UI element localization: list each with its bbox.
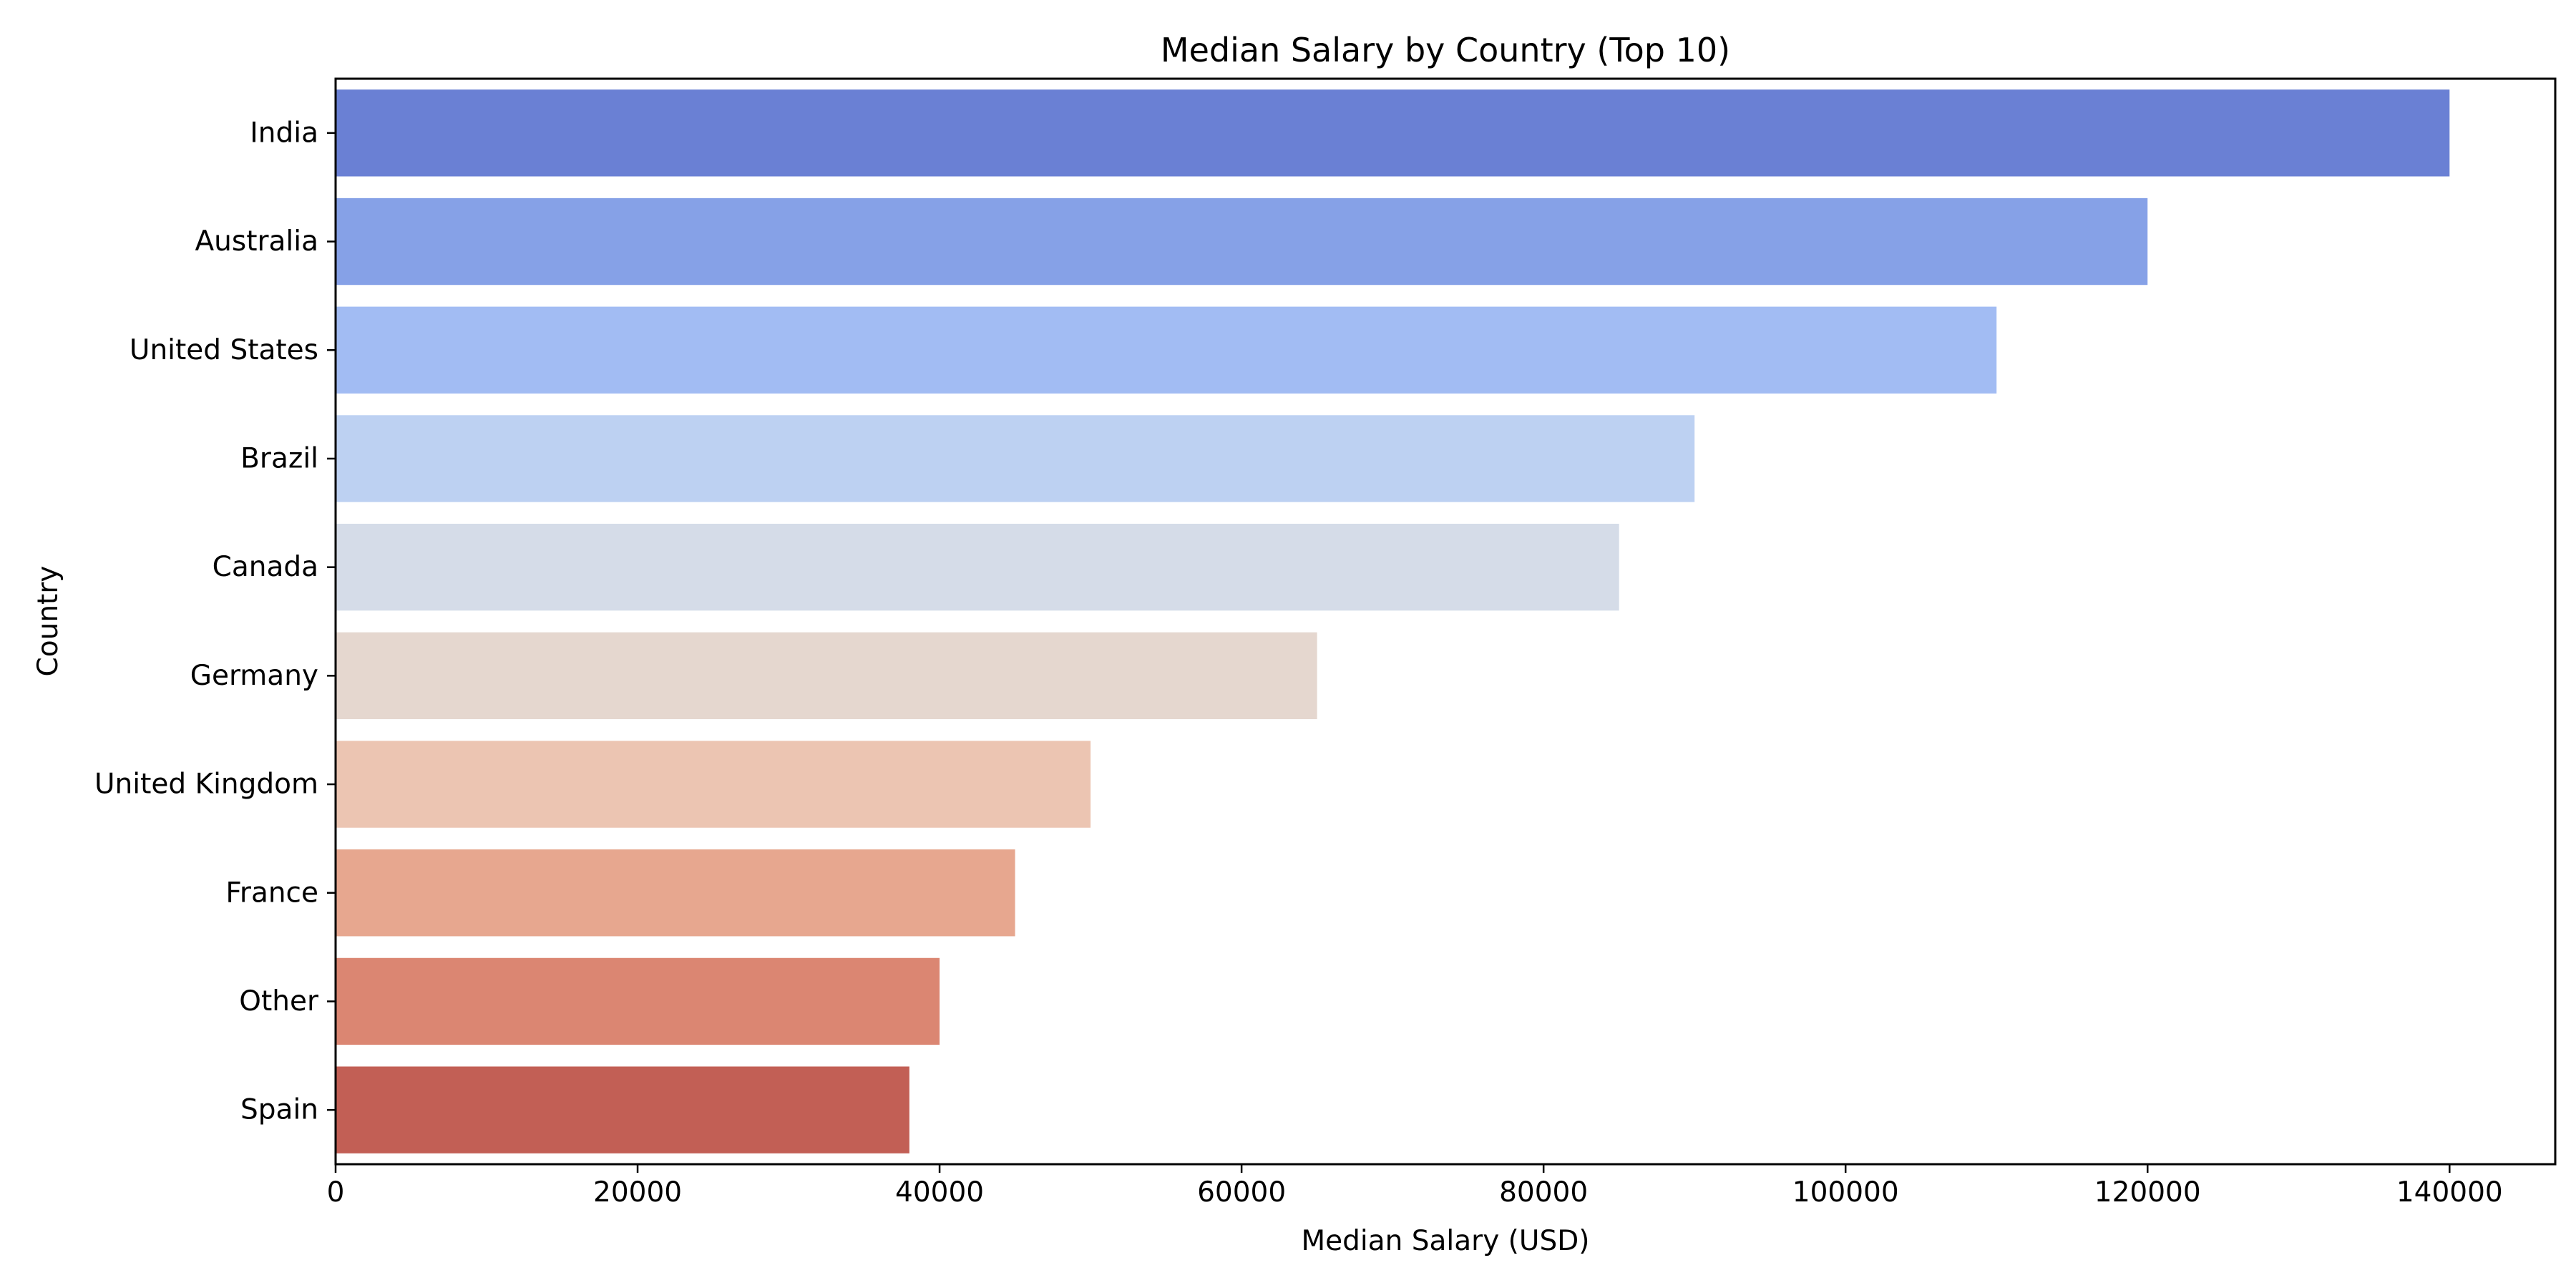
y-tick-label: United Kingdom (94, 769, 318, 801)
y-axis-label: Country (32, 566, 64, 677)
x-tick-label: 140000 (2396, 1176, 2503, 1209)
bar-india (336, 89, 2450, 177)
y-tick-label: France (225, 877, 318, 909)
bar-united-kingdom (336, 741, 1091, 828)
y-tick-label: India (250, 117, 318, 149)
x-axis-label: Median Salary (USD) (1302, 1225, 1590, 1257)
y-tick-label: Spain (240, 1094, 318, 1126)
x-tick-label: 40000 (895, 1176, 984, 1209)
y-tick-label: Australia (195, 225, 318, 258)
y-axis-ticks: India Australia United States Brazil Canada G… (94, 117, 336, 1126)
x-tick-label: 20000 (593, 1176, 682, 1209)
bar-brazil (336, 415, 1695, 502)
bar-australia (336, 197, 2148, 286)
chart-title: Median Salary by Country (Top 10) (1161, 31, 1730, 69)
bar-spain (336, 1066, 909, 1153)
x-tick-label: 80000 (1499, 1176, 1588, 1209)
bar-united-states (336, 306, 1997, 394)
y-tick-label: Other (239, 985, 319, 1018)
x-tick-label: 0 (327, 1176, 345, 1209)
bar-germany (336, 632, 1317, 720)
x-axis-ticks: 0 20000 40000 60000 80000 100000 120000 140000 (327, 1164, 2503, 1209)
y-tick-label: Canada (213, 551, 318, 583)
bars-group (336, 89, 2450, 1153)
plot-frame (334, 77, 2557, 1166)
x-tick-label: 120000 (2094, 1176, 2201, 1209)
y-tick-label: United States (130, 334, 318, 366)
x-tick-label: 100000 (1792, 1176, 1899, 1209)
x-tick-label: 60000 (1197, 1176, 1286, 1209)
bar-canada (336, 523, 1619, 611)
bar-france (336, 849, 1015, 937)
y-tick-label: Brazil (240, 442, 318, 474)
bar-other (336, 957, 940, 1045)
y-tick-label: Germany (190, 660, 318, 692)
